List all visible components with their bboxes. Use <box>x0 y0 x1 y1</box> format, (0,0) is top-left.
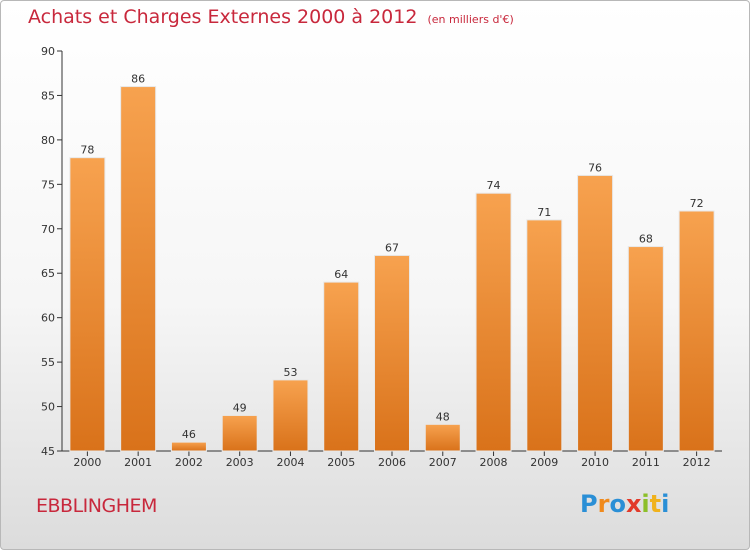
y-tick-label: 80 <box>41 134 55 147</box>
x-tick-label: 2010 <box>581 456 609 469</box>
bar <box>424 423 461 452</box>
y-tick-label: 70 <box>41 223 55 236</box>
bar <box>475 192 512 452</box>
x-tick-label: 2006 <box>378 456 406 469</box>
x-tick-label: 2008 <box>480 456 508 469</box>
x-tick-label: 2004 <box>276 456 304 469</box>
logo-letter: i <box>661 490 670 518</box>
x-tick-label: 2011 <box>632 456 660 469</box>
data-label: 68 <box>639 233 653 246</box>
logo-letter: o <box>609 490 626 518</box>
x-tick-label: 2001 <box>124 456 152 469</box>
bar <box>323 281 360 452</box>
data-label: 64 <box>334 268 348 281</box>
bar <box>374 254 410 452</box>
location-label: EBBLINGHEM <box>36 495 157 517</box>
logo-letter: i <box>641 490 650 518</box>
data-label: 53 <box>283 366 297 379</box>
logo-letter: t <box>649 490 662 518</box>
data-label: 76 <box>588 161 602 174</box>
bar <box>272 379 309 452</box>
bar <box>577 174 614 452</box>
logo-letter: x <box>625 490 642 518</box>
data-label: 74 <box>487 179 501 192</box>
bar <box>678 210 715 452</box>
data-label: 86 <box>131 73 145 86</box>
bar <box>170 441 207 452</box>
y-tick-label: 65 <box>41 267 55 280</box>
y-tick-label: 45 <box>41 445 55 458</box>
y-tick-label: 50 <box>41 401 55 414</box>
x-tick-label: 2002 <box>175 456 203 469</box>
x-tick-label: 2012 <box>683 456 711 469</box>
logo-letter: P <box>580 490 598 518</box>
x-tick-label: 2005 <box>327 456 355 469</box>
x-tick-label: 2007 <box>429 456 457 469</box>
y-tick-label: 55 <box>41 356 55 369</box>
bar <box>526 219 563 452</box>
y-tick-label: 90 <box>41 45 55 58</box>
proxiti-logo: Proxiti <box>580 490 669 518</box>
data-label: 78 <box>80 144 94 157</box>
chart-title: Achats et Charges Externes 2000 à 2012 <box>28 6 418 28</box>
y-tick-label: 75 <box>41 178 55 191</box>
data-label: 48 <box>436 410 450 423</box>
logo-letter: r <box>597 490 610 518</box>
data-label: 67 <box>385 241 399 254</box>
y-tick-label: 60 <box>41 312 55 325</box>
chart-subtitle: (en milliers d'€) <box>427 13 514 26</box>
data-label: 49 <box>233 401 247 414</box>
bar <box>120 86 157 452</box>
bar <box>627 246 664 452</box>
x-tick-label: 2000 <box>73 456 101 469</box>
data-label: 71 <box>537 206 551 219</box>
x-tick-label: 2009 <box>530 456 558 469</box>
chart-title-row: Achats et Charges Externes 2000 à 2012 (e… <box>28 6 514 28</box>
data-label: 72 <box>690 197 704 210</box>
bar <box>221 414 258 452</box>
bar <box>69 157 106 452</box>
x-tick-label: 2003 <box>226 456 254 469</box>
y-tick-label: 85 <box>41 89 55 102</box>
data-label: 46 <box>182 428 196 441</box>
